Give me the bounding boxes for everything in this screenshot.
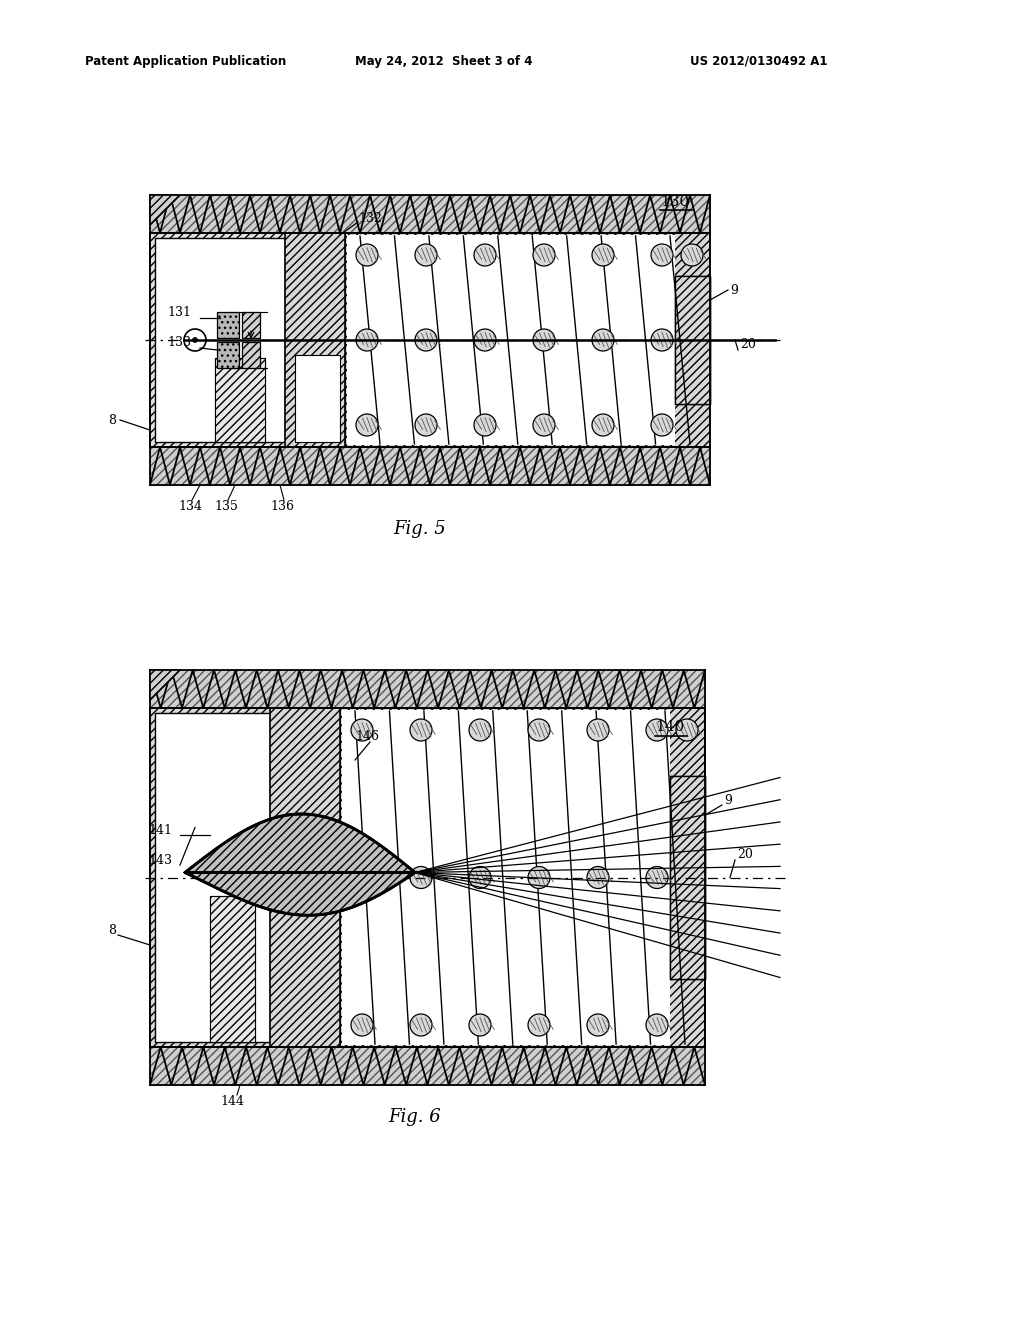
Bar	[345, 234, 710, 447]
Bar	[285, 234, 345, 447]
Circle shape	[534, 329, 555, 351]
Bar	[217, 312, 239, 338]
Circle shape	[351, 1014, 373, 1036]
Circle shape	[193, 338, 198, 342]
Text: 131: 131	[167, 305, 191, 318]
Circle shape	[681, 244, 703, 267]
Text: 146: 146	[355, 730, 379, 743]
Bar	[342, 710, 670, 1045]
Circle shape	[534, 244, 555, 267]
Circle shape	[651, 329, 673, 351]
Bar	[150, 1047, 705, 1085]
Circle shape	[415, 329, 437, 351]
Text: 143: 143	[148, 854, 172, 866]
Circle shape	[474, 244, 496, 267]
Text: May 24, 2012  Sheet 3 of 4: May 24, 2012 Sheet 3 of 4	[355, 55, 532, 69]
Circle shape	[676, 719, 698, 741]
Text: 133: 133	[167, 335, 191, 348]
Bar	[150, 671, 705, 708]
Bar	[670, 776, 705, 979]
Text: Patent Application Publication: Patent Application Publication	[85, 55, 287, 69]
Circle shape	[469, 866, 490, 888]
Bar	[340, 708, 705, 1047]
Circle shape	[351, 866, 373, 888]
Text: 8: 8	[108, 924, 116, 936]
Text: 20: 20	[737, 849, 753, 862]
Circle shape	[587, 719, 609, 741]
Circle shape	[415, 244, 437, 267]
Polygon shape	[150, 195, 180, 224]
Polygon shape	[185, 814, 415, 915]
Text: 130: 130	[660, 195, 689, 209]
Circle shape	[528, 719, 550, 741]
Bar	[150, 447, 710, 484]
Bar	[150, 195, 710, 234]
Circle shape	[469, 1014, 490, 1036]
Bar	[150, 708, 295, 1047]
Circle shape	[592, 414, 614, 436]
Circle shape	[646, 719, 668, 741]
Text: 135: 135	[214, 500, 238, 513]
Polygon shape	[150, 671, 180, 700]
Circle shape	[410, 866, 432, 888]
Bar	[347, 235, 675, 445]
Circle shape	[469, 719, 490, 741]
Bar	[217, 342, 239, 368]
Circle shape	[646, 1014, 668, 1036]
Text: 20: 20	[740, 338, 756, 351]
Bar	[242, 312, 260, 338]
Bar	[150, 234, 295, 447]
Text: 8: 8	[108, 413, 116, 426]
Circle shape	[587, 866, 609, 888]
Bar	[675, 276, 710, 404]
Text: US 2012/0130492 A1: US 2012/0130492 A1	[690, 55, 827, 69]
Circle shape	[351, 719, 373, 741]
Circle shape	[592, 329, 614, 351]
Circle shape	[410, 1014, 432, 1036]
Bar	[155, 713, 270, 1041]
Text: 140: 140	[655, 719, 684, 734]
Circle shape	[356, 329, 378, 351]
Text: Fig. 5: Fig. 5	[393, 520, 446, 539]
Circle shape	[534, 414, 555, 436]
Circle shape	[356, 244, 378, 267]
Text: 9: 9	[730, 284, 738, 297]
Bar	[295, 355, 340, 442]
Bar	[242, 342, 260, 368]
Bar	[215, 358, 265, 442]
Circle shape	[587, 1014, 609, 1036]
Text: 141: 141	[148, 824, 172, 837]
Circle shape	[184, 329, 206, 351]
Text: 132: 132	[358, 213, 382, 224]
Bar	[155, 238, 285, 442]
Circle shape	[651, 244, 673, 267]
Text: 136: 136	[270, 500, 294, 513]
Circle shape	[592, 244, 614, 267]
Circle shape	[528, 866, 550, 888]
Text: 134: 134	[178, 500, 202, 513]
Text: 144: 144	[220, 1096, 244, 1107]
Circle shape	[474, 414, 496, 436]
Bar	[670, 776, 705, 979]
Text: 9: 9	[724, 793, 732, 807]
Bar	[270, 708, 340, 1047]
Bar	[210, 895, 255, 1041]
Text: Fig. 6: Fig. 6	[389, 1107, 441, 1126]
Bar	[210, 895, 255, 1041]
Circle shape	[646, 866, 668, 888]
Circle shape	[474, 329, 496, 351]
Bar	[675, 276, 710, 404]
Circle shape	[410, 719, 432, 741]
Circle shape	[415, 414, 437, 436]
Circle shape	[651, 414, 673, 436]
Circle shape	[356, 414, 378, 436]
Bar	[215, 358, 265, 442]
Circle shape	[528, 1014, 550, 1036]
